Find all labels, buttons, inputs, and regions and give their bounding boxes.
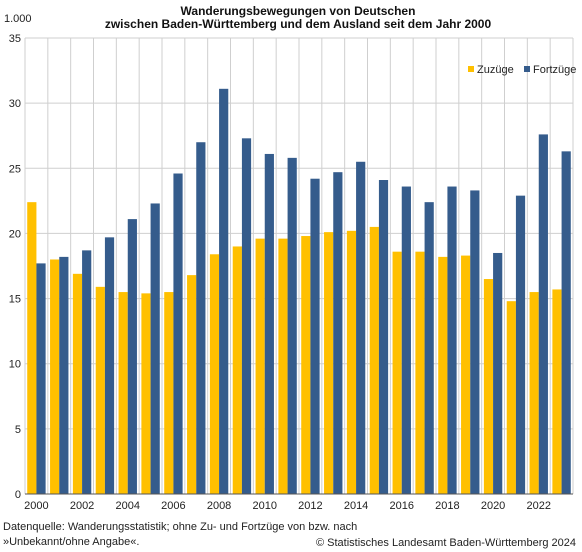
bar-fortzuege-2016 xyxy=(401,186,411,494)
x-tick-label: 2012 xyxy=(298,500,322,512)
bar-zuzuege-2002 xyxy=(72,273,83,494)
bars xyxy=(27,88,571,495)
bar-zuzuege-2009 xyxy=(232,246,242,494)
bar-fortzuege-2011 xyxy=(287,157,297,495)
bar-fortzuege-2000 xyxy=(36,263,46,494)
bar-zuzuege-2014 xyxy=(346,230,357,494)
bar-fortzuege-2022 xyxy=(538,134,548,494)
bar-zuzuege-2017 xyxy=(415,251,425,494)
y-tick-label: 25 xyxy=(9,163,21,175)
bar-fortzuege-2018 xyxy=(447,186,457,494)
grid xyxy=(24,37,574,495)
legend-swatch xyxy=(468,66,474,72)
bar-zuzuege-2010 xyxy=(255,238,265,494)
bar-zuzuege-2011 xyxy=(278,238,288,494)
legend-label: Fortzüge xyxy=(533,64,576,76)
bar-fortzuege-2004 xyxy=(127,219,137,494)
x-tick-label: 2002 xyxy=(70,500,94,512)
y-unit-label: 1.000 xyxy=(4,13,32,25)
chart-title: Wanderungsbewegungen von Deutschen xyxy=(181,4,416,18)
bar-fortzuege-2012 xyxy=(310,178,320,494)
bar-zuzuege-2001 xyxy=(50,259,60,494)
bar-zuzuege-2022 xyxy=(529,292,539,494)
bar-fortzuege-2021 xyxy=(515,195,526,494)
chart-subtitle: zwischen Baden-Württemberg und dem Ausla… xyxy=(105,17,492,31)
x-tick-label: 2004 xyxy=(116,500,140,512)
bar-fortzuege-2005 xyxy=(150,203,160,494)
bar-zuzuege-2012 xyxy=(301,236,311,494)
y-tick-label: 0 xyxy=(15,489,21,501)
x-tick-label: 2000 xyxy=(24,500,48,512)
x-tick-label: 2010 xyxy=(253,500,277,512)
bar-zuzuege-2019 xyxy=(461,255,471,494)
bar-zuzuege-2006 xyxy=(164,292,174,494)
bar-zuzuege-2008 xyxy=(209,254,220,494)
bar-zuzuege-2023 xyxy=(552,289,562,494)
bar-zuzuege-2013 xyxy=(324,232,334,494)
bar-fortzuege-2009 xyxy=(241,138,252,494)
bar-zuzuege-2021 xyxy=(506,301,516,494)
x-tick-label: 2016 xyxy=(390,500,414,512)
legend: Zuzüge Fortzüge xyxy=(468,64,576,76)
copyright-note: © Statistisches Landesamt Baden-Württemb… xyxy=(315,537,576,549)
bar-zuzuege-2007 xyxy=(187,275,197,494)
y-tick-label: 5 xyxy=(15,424,21,436)
bar-zuzuege-2015 xyxy=(369,226,379,494)
legend-swatch xyxy=(524,66,530,72)
source-note: Datenquelle: Wanderungsstatistik; ohne Z… xyxy=(3,521,358,548)
y-tick-label: 30 xyxy=(9,98,21,110)
y-axis: 0 5 10 15 20 25 30 35 xyxy=(9,33,21,501)
y-tick-label: 15 xyxy=(9,294,21,306)
bar-zuzuege-2004 xyxy=(118,292,128,494)
bar-fortzuege-2019 xyxy=(470,190,480,494)
bar-fortzuege-2014 xyxy=(356,161,366,494)
bar-fortzuege-2008 xyxy=(219,88,229,494)
y-tick-label: 10 xyxy=(9,359,21,371)
bar-zuzuege-2018 xyxy=(438,256,448,494)
x-tick-label: 2006 xyxy=(161,500,185,512)
x-tick-label: 2008 xyxy=(207,500,231,512)
x-tick-label: 2022 xyxy=(527,500,551,512)
bar-zuzuege-2000 xyxy=(27,202,37,494)
bar-fortzuege-2015 xyxy=(378,180,389,494)
bar-fortzuege-2013 xyxy=(333,172,343,494)
bar-fortzuege-2010 xyxy=(264,153,274,494)
bar-zuzuege-2016 xyxy=(392,251,402,494)
x-tick-label: 2018 xyxy=(435,500,459,512)
bar-zuzuege-2003 xyxy=(95,286,105,494)
x-tick-label: 2014 xyxy=(344,500,368,512)
bar-fortzuege-2006 xyxy=(173,173,183,494)
bar-fortzuege-2023 xyxy=(561,151,571,494)
bar-fortzuege-2001 xyxy=(59,256,69,494)
bar-fortzuege-2003 xyxy=(104,237,115,494)
bar-fortzuege-2007 xyxy=(196,142,206,495)
bar-zuzuege-2020 xyxy=(483,279,494,494)
y-tick-label: 35 xyxy=(9,33,21,45)
x-tick-label: 2020 xyxy=(481,500,505,512)
bar-fortzuege-2017 xyxy=(424,202,434,494)
bar-fortzuege-2002 xyxy=(82,250,92,494)
bar-fortzuege-2020 xyxy=(493,252,503,494)
x-axis: 2000 2002 2004 2006 2008 2010 2012 2014 2016 2018… xyxy=(24,493,573,512)
y-tick-label: 20 xyxy=(9,228,21,240)
bar-zuzuege-2005 xyxy=(141,293,151,494)
legend-label: Zuzüge xyxy=(477,64,514,76)
